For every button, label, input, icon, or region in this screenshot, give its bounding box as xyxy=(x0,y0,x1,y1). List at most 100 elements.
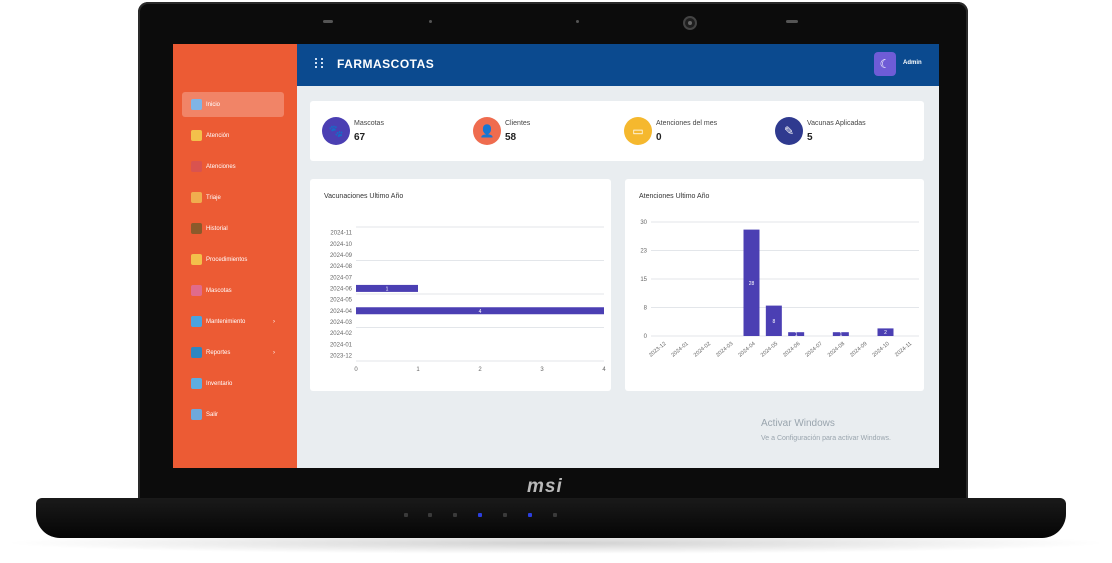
x-tick-label: 2024-09 xyxy=(849,341,868,359)
sidebar-item[interactable]: Triaje xyxy=(182,185,284,210)
chevron-right-icon: › xyxy=(273,318,275,325)
user-icon: 👤 xyxy=(473,117,501,145)
x-tick-label: 2024-02 xyxy=(693,341,712,359)
y-tick-label: 2024-10 xyxy=(330,242,353,248)
y-tick-label: 2024-09 xyxy=(330,253,353,259)
bar[interactable] xyxy=(765,305,782,336)
sidebar-item-label: Mantenimiento xyxy=(206,318,246,325)
x-tick-label: 2024-01 xyxy=(670,341,689,359)
bar-label: 8 xyxy=(772,319,775,325)
activation-watermark-text: Ve a Configuración para activar Windows. xyxy=(761,435,891,442)
stat-value: 5 xyxy=(807,132,813,143)
status-led xyxy=(528,513,532,517)
menu-icon[interactable] xyxy=(315,58,325,72)
paw-icon: 🐾 xyxy=(322,117,350,145)
bezel-sensor xyxy=(323,20,333,23)
brand-logo: msi xyxy=(527,476,563,497)
sidebar-item[interactable]: Mascotas xyxy=(182,278,284,303)
x-tick-label: 2024-05 xyxy=(760,341,779,359)
y-tick-label: 2024-02 xyxy=(330,331,353,337)
y-tick-label: 2024-07 xyxy=(330,275,353,281)
app-title: FARMASCOTAS xyxy=(337,57,435,71)
sidebar-item[interactable]: Salir xyxy=(182,402,284,427)
x-tick-label: 2024-07 xyxy=(804,341,823,359)
sidebar-item-icon xyxy=(191,99,202,110)
attentions-chart-card: Atenciones Ultimo Año 0 8 15 23 30 2023-12 202… xyxy=(625,179,924,391)
sidebar-item-label: Reportes xyxy=(206,349,231,356)
sidebar-item[interactable]: Inicio xyxy=(182,92,284,117)
bar[interactable] xyxy=(788,332,805,336)
bar[interactable] xyxy=(356,307,604,315)
x-tick-label: 2 xyxy=(478,367,482,373)
sidebar-item-label: Salir xyxy=(206,411,219,418)
sidebar-item-label: Inicio xyxy=(206,101,221,108)
y-tick-label: 2024-03 xyxy=(330,320,353,326)
sidebar-item-icon xyxy=(191,254,202,265)
bar[interactable] xyxy=(356,284,418,292)
bezel-sensor xyxy=(576,20,579,23)
user-name[interactable]: Admin xyxy=(903,60,922,66)
y-tick-label: 2024-04 xyxy=(330,309,353,315)
x-tick-label: 1 xyxy=(416,367,420,373)
stat-label: Clientes xyxy=(505,120,531,127)
bezel-sensor xyxy=(786,20,798,23)
laptop-shadow xyxy=(0,532,1112,554)
vaccinations-chart-card: Vacunaciones Ultimo Año 2024-11 2024-10 20… xyxy=(310,179,611,391)
x-tick-label: 2024-08 xyxy=(827,341,846,359)
x-tick-label: 2024-04 xyxy=(737,341,756,359)
y-tick-label: 2024-06 xyxy=(330,286,353,292)
sidebar-item-icon xyxy=(191,130,202,141)
y-tick-label: 0 xyxy=(644,334,648,340)
sidebar-item[interactable]: Mantenimiento › xyxy=(182,309,284,334)
bezel-sensor xyxy=(429,20,432,23)
stat-label: Atenciones del mes xyxy=(656,120,718,127)
sidebar-item-icon xyxy=(191,192,202,203)
sidebar-item[interactable]: Reportes › xyxy=(182,340,284,365)
sidebar-item[interactable]: Inventario xyxy=(182,371,284,396)
status-led xyxy=(453,513,457,517)
status-led xyxy=(404,513,408,517)
webcam-icon xyxy=(683,16,697,30)
x-tick-label: 3 xyxy=(540,367,544,373)
sidebar-item-icon xyxy=(191,378,202,389)
y-tick-label: 15 xyxy=(640,277,647,283)
theme-toggle-moon-icon[interactable]: ☾ xyxy=(874,52,896,76)
x-tick-label: 2024-10 xyxy=(871,341,890,359)
syringe-icon: ✎ xyxy=(775,117,803,145)
y-tick-label: 2024-01 xyxy=(330,342,353,348)
sidebar-item-icon xyxy=(191,409,202,420)
x-tick-label: 0 xyxy=(354,367,358,373)
stat-label: Mascotas xyxy=(354,120,384,127)
x-tick-label: 2024-11 xyxy=(894,341,913,358)
bar-label: 4 xyxy=(479,309,482,315)
sidebar-item-label: Atención xyxy=(206,132,230,139)
stat-value: 67 xyxy=(354,132,366,143)
stat-label: Vacunas Aplicadas xyxy=(807,120,866,127)
y-tick-label: 8 xyxy=(644,306,648,312)
y-tick-label: 2024-08 xyxy=(330,264,353,270)
sidebar-item[interactable]: Atenciones xyxy=(182,154,284,179)
stat-value: 0 xyxy=(656,132,662,143)
sidebar-item[interactable]: Atención xyxy=(182,123,284,148)
sidebar-nav: Inicio Atención Atenciones Triaje Historial P… xyxy=(182,92,284,433)
bar[interactable] xyxy=(877,328,894,336)
top-bar: FARMASCOTAS ☾ Admin xyxy=(297,44,939,86)
sidebar-item-label: Mascotas xyxy=(206,287,232,294)
y-tick-label: 23 xyxy=(640,249,647,255)
sidebar-item[interactable]: Procedimientos xyxy=(182,247,284,272)
screen: Inicio Atención Atenciones Triaje Historial P… xyxy=(173,44,939,468)
sidebar-item[interactable]: Historial xyxy=(182,216,284,241)
bar-label: 1 xyxy=(386,286,389,292)
bar[interactable] xyxy=(743,229,760,336)
sidebar-item-label: Atenciones xyxy=(206,163,236,170)
vaccinations-chart: 2024-11 2024-10 2024-09 2024-08 2024-07 2024-… xyxy=(330,226,606,373)
y-tick-label: 2024-11 xyxy=(330,231,352,237)
bar[interactable] xyxy=(832,332,849,336)
sidebar: Inicio Atención Atenciones Triaje Historial P… xyxy=(173,44,297,468)
status-led xyxy=(478,513,482,517)
x-tick-label: 2024-03 xyxy=(715,341,734,359)
laptop-base xyxy=(36,498,1066,538)
stats-panel: 🐾 Mascotas 67 👤 Clientes 58 ▭ Atenciones del me… xyxy=(310,101,924,161)
y-tick-label: 30 xyxy=(640,220,647,226)
